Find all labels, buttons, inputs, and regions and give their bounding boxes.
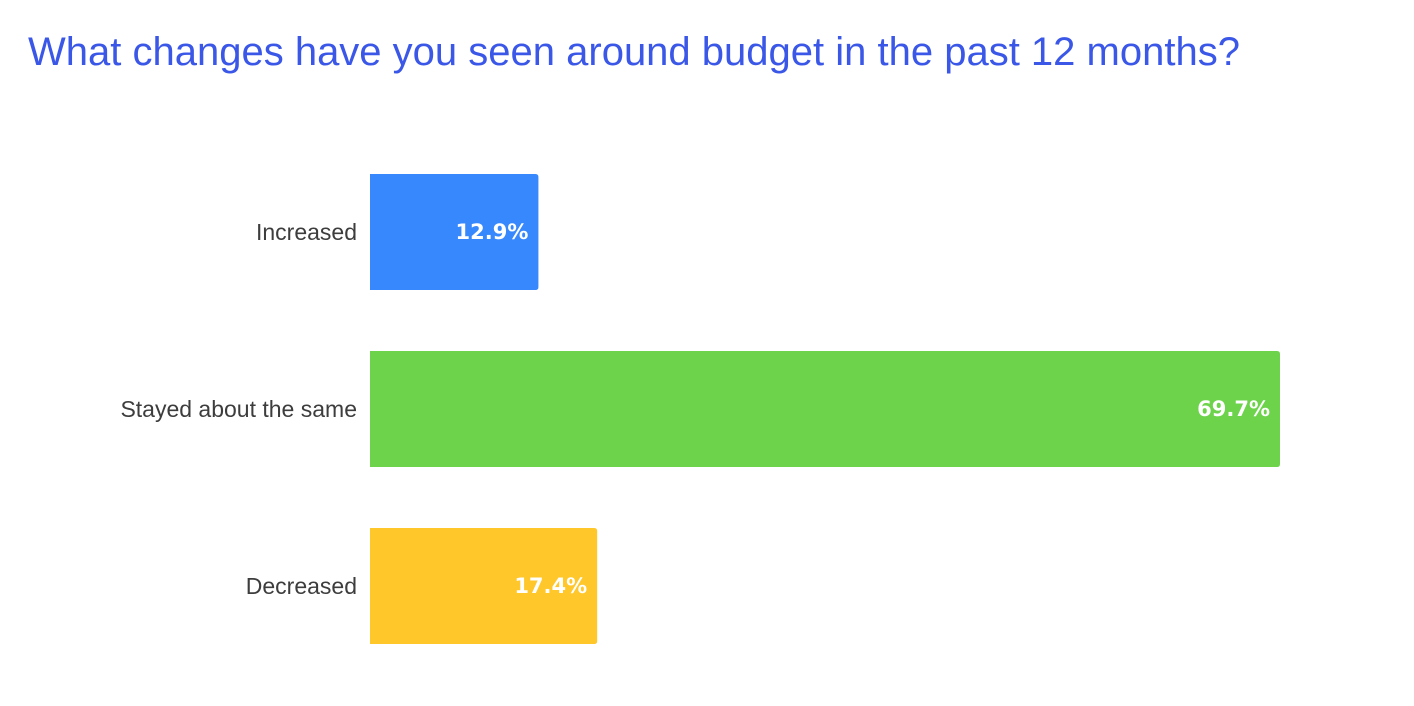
bars-layer: Increased 12.9% Stayed about the same 69.7%…: [120, 174, 1280, 644]
category-label: Stayed about the same: [120, 396, 357, 422]
category-label: Increased: [256, 219, 357, 245]
data-label: 12.9%: [456, 220, 529, 244]
data-label: 17.4%: [514, 574, 587, 598]
category-label: Decreased: [246, 573, 357, 599]
chart-title: What changes have you seen around budget…: [28, 30, 1240, 74]
bar-group: Increased 12.9%: [256, 174, 539, 290]
bar-group: Stayed about the same 69.7%: [120, 351, 1280, 467]
bar: [370, 351, 1280, 467]
bar-group: Decreased 17.4%: [246, 528, 598, 644]
bar: [370, 528, 598, 644]
bar: [370, 174, 539, 290]
data-label: 69.7%: [1197, 397, 1270, 421]
